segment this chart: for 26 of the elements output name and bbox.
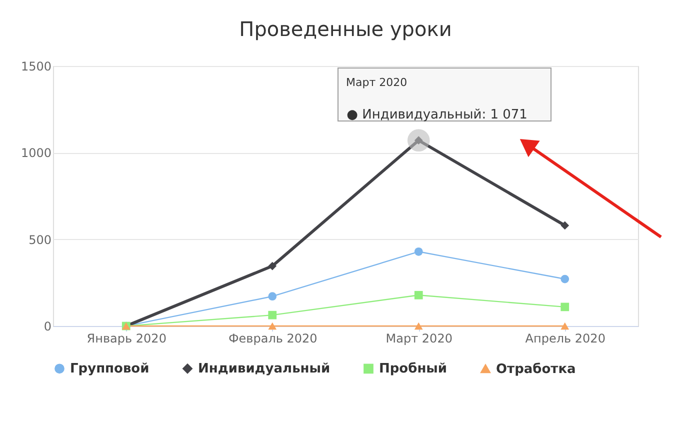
y-tick-label: 1000 <box>20 146 52 160</box>
point <box>560 322 570 330</box>
annotation: Март 2020 <box>346 76 408 89</box>
y-tick-label: 500 <box>28 232 52 247</box>
point <box>560 221 570 230</box>
point <box>414 290 423 300</box>
point <box>560 302 570 312</box>
point <box>414 247 423 256</box>
point <box>268 322 277 330</box>
point <box>560 274 570 284</box>
annotation: ● Индивидуальный: 1 071 <box>346 107 528 122</box>
point <box>268 310 277 320</box>
legend-label: Групповой <box>70 362 150 377</box>
legend-label: Индивидуальный <box>198 362 330 377</box>
x-tick-label: Апрель 2020 <box>525 332 606 346</box>
point <box>414 322 423 330</box>
point <box>268 262 277 270</box>
x-tick-label: Январь 2020 <box>86 332 166 346</box>
chart-title: Проведенные уроки <box>239 17 452 41</box>
point <box>268 292 277 301</box>
legend-label: Отработка <box>496 362 576 377</box>
x-tick-label: Март 2020 <box>386 332 452 346</box>
y-tick-label: 0 <box>44 320 52 334</box>
y-tick-label: 1500 <box>20 60 52 74</box>
x-tick-label: Февраль 2020 <box>228 332 318 346</box>
legend-label: Пробный <box>379 362 448 377</box>
